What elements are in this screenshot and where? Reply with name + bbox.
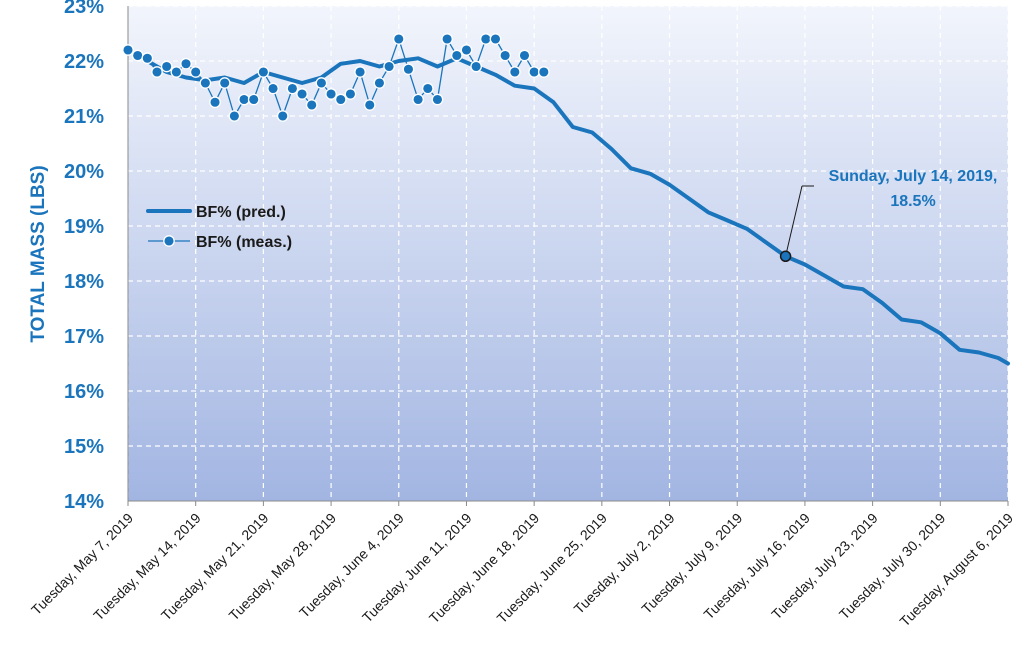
- data-point-meas: [209, 96, 221, 109]
- data-point-meas: [470, 60, 482, 73]
- legend-label-pred: BF% (pred.): [196, 204, 286, 221]
- annotation-line1: Sunday, July 14, 2019,: [829, 168, 998, 185]
- data-point-meas: [363, 99, 376, 111]
- data-point-meas: [537, 66, 550, 78]
- data-point-meas: [141, 52, 154, 65]
- data-point-meas: [373, 77, 386, 89]
- data-point-meas: [257, 66, 270, 78]
- data-point-meas: [402, 63, 415, 76]
- data-point-meas: [412, 93, 424, 106]
- data-point-meas: [189, 66, 202, 78]
- y-tick-label: 23%: [64, 0, 104, 18]
- data-point-meas: [354, 66, 366, 78]
- y-tick-label: 17%: [64, 326, 104, 348]
- data-point-meas: [325, 88, 337, 100]
- data-point-meas: [499, 49, 511, 62]
- annotation-marker: [779, 250, 792, 262]
- data-point-meas: [421, 82, 434, 95]
- data-point-meas: [479, 33, 492, 45]
- y-axis-label: TOTAL MASS (LBS): [28, 165, 49, 342]
- data-point-meas: [180, 57, 192, 70]
- y-tick-label: 20%: [64, 161, 104, 183]
- data-point-meas: [518, 49, 531, 62]
- y-tick-label: 22%: [64, 51, 104, 73]
- data-point-meas: [528, 66, 541, 78]
- data-point-meas: [305, 99, 318, 111]
- x-tick-label: Tuesday, June 11, 2019: [359, 510, 475, 626]
- data-point-meas: [315, 77, 328, 89]
- data-point-meas: [383, 60, 395, 73]
- y-tick-label: 16%: [64, 381, 104, 403]
- data-point-meas: [334, 93, 347, 106]
- data-point-meas: [508, 66, 521, 78]
- data-point-meas: [344, 88, 357, 100]
- data-point-meas: [276, 110, 289, 122]
- data-point-meas: [228, 110, 241, 122]
- data-point-meas: [151, 66, 163, 78]
- annotation-line2: 18.5%: [890, 193, 935, 210]
- legend-label-meas: BF% (meas.): [196, 234, 292, 251]
- data-point-meas: [489, 33, 502, 45]
- x-tick-label: Tuesday, June 18, 2019: [426, 510, 543, 627]
- data-point-meas: [199, 77, 212, 89]
- data-point-meas: [460, 44, 473, 56]
- data-point-meas: [296, 88, 308, 100]
- data-point-meas: [131, 49, 144, 62]
- data-point-meas: [160, 60, 173, 73]
- data-point-meas: [170, 66, 183, 78]
- data-point-meas: [441, 33, 453, 45]
- y-tick-label: 18%: [64, 271, 104, 293]
- y-tick-label: 14%: [64, 491, 104, 513]
- data-point-meas: [238, 93, 250, 106]
- data-point-meas: [286, 82, 299, 95]
- legend: BF% (pred.) BF% (meas.): [146, 204, 292, 251]
- x-tick-label: Tuesday, August 6, 2019: [896, 510, 1016, 630]
- y-tick-label: 19%: [64, 216, 104, 238]
- data-point-meas: [392, 33, 405, 45]
- y-tick-label: 15%: [64, 436, 104, 458]
- axes: [127, 6, 1008, 502]
- data-point-meas: [431, 93, 444, 106]
- data-point-meas: [122, 44, 134, 56]
- annotation: Sunday, July 14, 2019, 18.5%: [779, 168, 998, 262]
- data-point-meas: [218, 77, 231, 89]
- series-line-pred: [126, 48, 1010, 366]
- x-tick-label: Tuesday, June 25, 2019: [494, 510, 611, 627]
- data-point-meas: [267, 82, 279, 95]
- y-tick-label: 21%: [64, 106, 104, 128]
- data-point-meas: [450, 49, 463, 62]
- legend-swatch-meas-marker: [163, 235, 175, 247]
- series-layer: [122, 33, 1010, 366]
- annotation-leader: [785, 185, 803, 257]
- data-point-meas: [247, 93, 260, 106]
- y-axis-ticks: 14% 15% 16% 17% 18% 19% 20% 21% 22% 23%: [64, 0, 104, 513]
